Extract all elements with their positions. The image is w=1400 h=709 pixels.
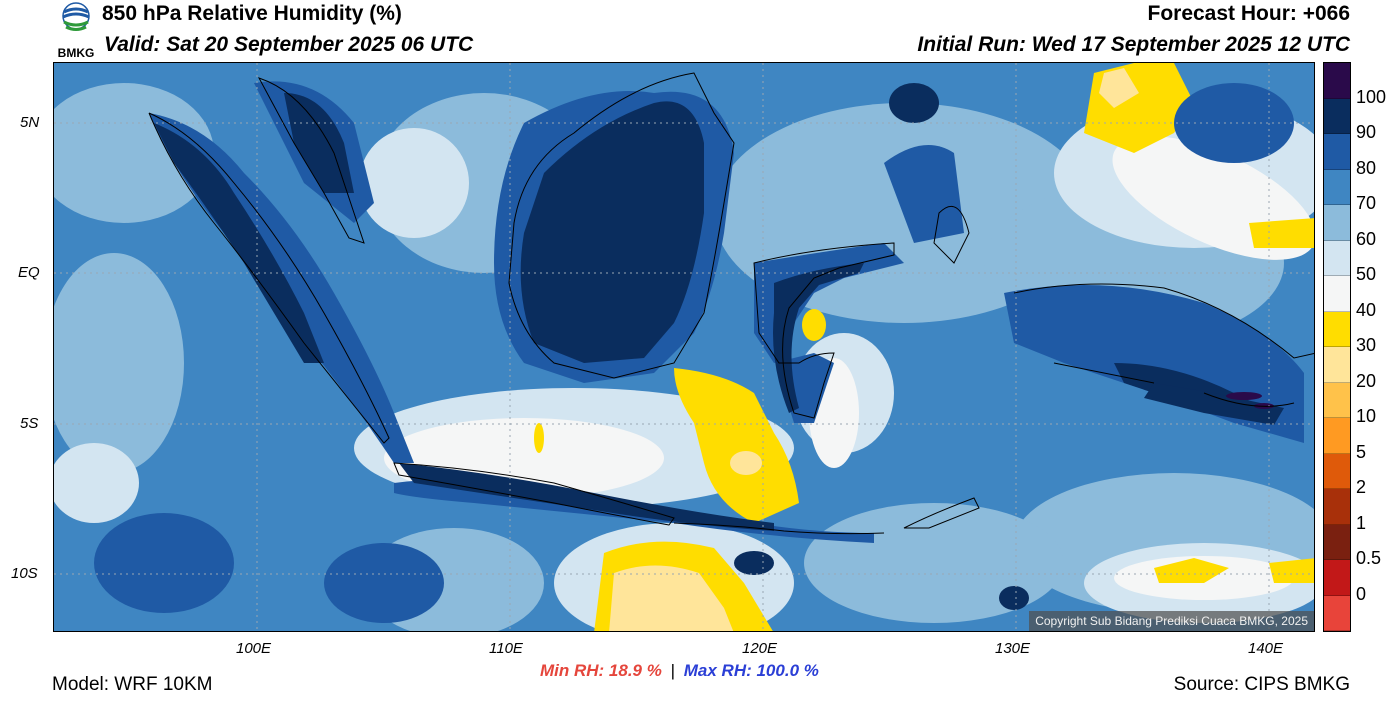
colorbar-segment <box>1324 595 1350 631</box>
lon-tick-110e: 110E <box>489 640 523 657</box>
max-rh: Max RH: 100.0 % <box>683 661 819 680</box>
lat-tick-10s: 10S <box>11 565 38 582</box>
colorbar-segment <box>1324 418 1350 454</box>
lon-tick-120e: 120E <box>742 640 778 657</box>
min-rh: Min RH: 18.9 % <box>540 661 662 680</box>
copyright-notice: Copyright Sub Bidang Prediksi Cuaca BMKG… <box>1029 611 1314 631</box>
colorbar <box>1323 62 1351 632</box>
colorbar-label: 60 <box>1356 228 1377 249</box>
colorbar-segment <box>1324 169 1350 205</box>
colorbar-segment <box>1324 524 1350 560</box>
humidity-map: Copyright Sub Bidang Prediksi Cuaca BMKG… <box>53 62 1315 632</box>
lon-tick-130e: 130E <box>995 640 1031 657</box>
bmkg-logo-icon <box>62 2 90 31</box>
colorbar-segment <box>1324 205 1350 241</box>
forecast-hour: Forecast Hour: +066 <box>1147 2 1351 25</box>
valid-time: Valid: Sat 20 September 2025 06 UTC <box>104 33 474 56</box>
rh-summary: Min RH: 18.9 % | Max RH: 100.0 % <box>540 661 819 681</box>
bmkg-logo: BMKG <box>52 2 100 62</box>
coast-timor <box>903 497 980 529</box>
colorbar-label: 70 <box>1356 193 1377 213</box>
colorbar-label: 1 <box>1356 512 1367 533</box>
model-name: Model: WRF 10KM <box>52 674 213 695</box>
coast-java <box>393 462 675 526</box>
lat-tick-5s: 5S <box>20 415 39 432</box>
logo-text: BMKG <box>57 46 95 60</box>
coast-malay-peninsula <box>257 77 365 244</box>
coast-halmahera <box>933 205 970 264</box>
colorbar-segment <box>1324 382 1350 418</box>
colorbar-labels: 100 90 80 70 60 50 40 30 20 10 5 2 1 0.5 0 <box>1356 62 1400 632</box>
colorbar-segment <box>1324 311 1350 347</box>
colorbar-label: 40 <box>1356 299 1377 320</box>
colorbar-segment <box>1324 489 1350 525</box>
colorbar-label: 50 <box>1356 264 1377 284</box>
lon-tick-100e: 100E <box>236 640 272 657</box>
lat-tick-5n: 5N <box>20 114 40 131</box>
coast-sumatra <box>148 112 390 444</box>
data-source: Source: CIPS BMKG <box>1173 674 1350 695</box>
map-gridlines <box>54 63 1314 631</box>
colorbar-segment <box>1324 453 1350 489</box>
coast-sulawesi <box>753 242 895 419</box>
colorbar-label: 0.5 <box>1356 548 1382 568</box>
coast-borneo <box>508 72 735 379</box>
humidity-field <box>54 63 1314 631</box>
colorbar-label: 0 <box>1356 583 1367 604</box>
rh-separator: | <box>670 661 676 680</box>
coastlines <box>148 72 1314 535</box>
coast-new-guinea <box>1013 283 1314 407</box>
colorbar-segment <box>1324 560 1350 596</box>
colorbar-segment <box>1324 134 1350 170</box>
coast-nusa-tenggara <box>673 522 885 535</box>
colorbar-label: 90 <box>1356 122 1377 142</box>
initial-run: Initial Run: Wed 17 September 2025 12 UT… <box>917 33 1350 56</box>
lon-tick-140e: 140E <box>1248 640 1284 657</box>
colorbar-label: 100 <box>1356 86 1387 107</box>
colorbar-segment <box>1324 347 1350 383</box>
lat-tick-eq: EQ <box>18 264 40 281</box>
very-dry-areas <box>609 68 1139 631</box>
saturated-areas <box>1226 392 1274 409</box>
colorbar-label: 30 <box>1356 335 1377 355</box>
colorbar-label: 20 <box>1356 370 1377 391</box>
colorbar-segment <box>1324 276 1350 312</box>
colorbar-label: 10 <box>1356 406 1377 426</box>
very-humid-areas <box>154 83 1284 610</box>
colorbar-segment <box>1324 240 1350 276</box>
colorbar-segment <box>1324 98 1350 134</box>
colorbar-label: 2 <box>1356 477 1367 497</box>
colorbar-segment <box>1324 63 1350 99</box>
colorbar-label: 80 <box>1356 157 1377 178</box>
map-title: 850 hPa Relative Humidity (%) <box>102 2 402 25</box>
colorbar-label: 5 <box>1356 441 1367 462</box>
